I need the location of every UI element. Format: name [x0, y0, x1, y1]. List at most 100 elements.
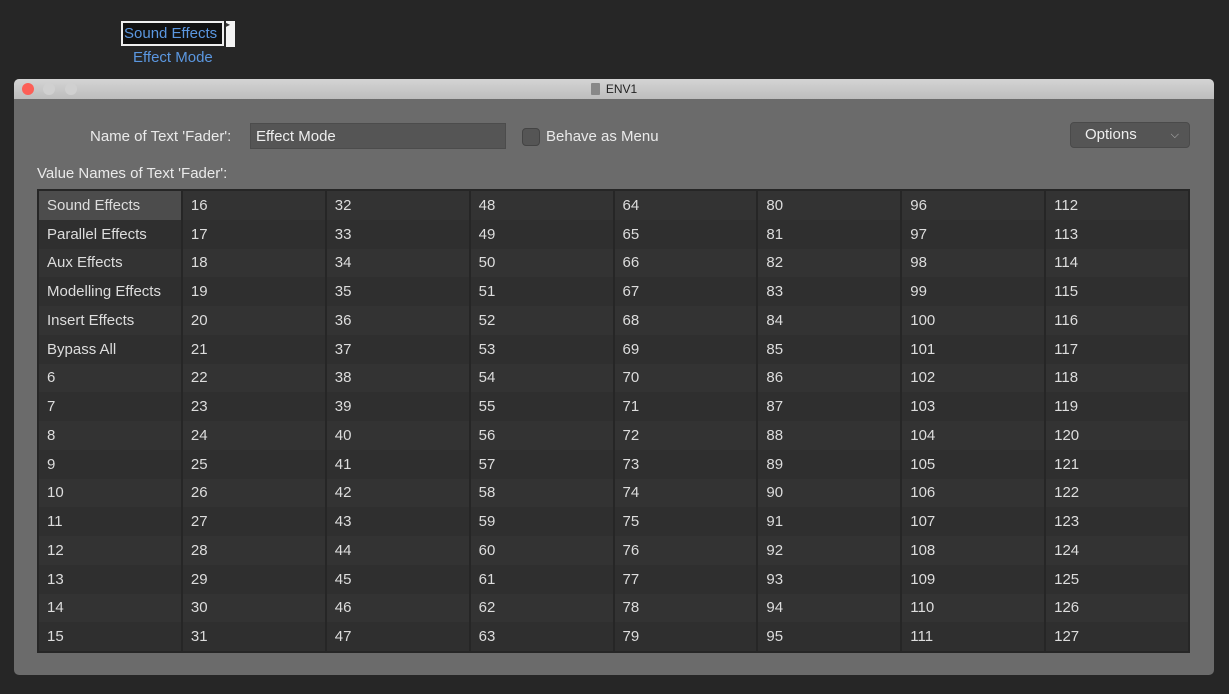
- value-name-cell[interactable]: 37: [326, 334, 469, 364]
- value-name-cell[interactable]: 24: [182, 421, 325, 450]
- value-name-cell[interactable]: Sound Effects: [39, 191, 181, 220]
- value-name-cell[interactable]: 17: [182, 219, 325, 249]
- value-name-cell[interactable]: 97: [902, 219, 1045, 249]
- value-name-cell[interactable]: 126: [1046, 593, 1188, 623]
- value-name-cell[interactable]: 47: [326, 622, 469, 651]
- value-name-cell[interactable]: 85: [758, 334, 901, 364]
- value-name-cell[interactable]: 107: [902, 507, 1045, 536]
- value-name-cell[interactable]: 92: [758, 536, 901, 565]
- value-name-cell[interactable]: 21: [182, 334, 325, 364]
- value-name-cell[interactable]: 35: [326, 277, 469, 306]
- value-name-cell[interactable]: 124: [1046, 536, 1188, 565]
- value-name-cell[interactable]: 45: [326, 564, 469, 594]
- value-name-cell[interactable]: 63: [470, 622, 613, 651]
- value-name-cell[interactable]: 84: [758, 306, 901, 335]
- value-name-cell[interactable]: 14: [39, 593, 181, 623]
- value-name-cell[interactable]: 80: [758, 191, 901, 220]
- value-name-cell[interactable]: 70: [614, 363, 757, 393]
- value-name-cell[interactable]: 9: [39, 449, 181, 479]
- value-name-cell[interactable]: 12: [39, 536, 181, 565]
- value-name-cell[interactable]: 89: [758, 449, 901, 479]
- value-name-cell[interactable]: 18: [182, 248, 325, 278]
- value-name-cell[interactable]: 94: [758, 593, 901, 623]
- value-name-cell[interactable]: 66: [614, 248, 757, 278]
- value-name-cell[interactable]: 15: [39, 622, 181, 651]
- value-name-cell[interactable]: 83: [758, 277, 901, 306]
- value-name-cell[interactable]: 90: [758, 478, 901, 508]
- value-name-cell[interactable]: 69: [614, 334, 757, 364]
- value-name-cell[interactable]: 114: [1046, 248, 1188, 278]
- value-name-cell[interactable]: 116: [1046, 306, 1188, 335]
- value-name-cell[interactable]: 72: [614, 421, 757, 450]
- value-name-cell[interactable]: 49: [470, 219, 613, 249]
- value-name-cell[interactable]: 31: [182, 622, 325, 651]
- value-name-cell[interactable]: 51: [470, 277, 613, 306]
- value-name-cell[interactable]: 99: [902, 277, 1045, 306]
- disclosure-triangle-icon[interactable]: ▸: [226, 21, 235, 47]
- value-name-cell[interactable]: 23: [182, 392, 325, 421]
- value-name-cell[interactable]: 77: [614, 564, 757, 594]
- value-name-cell[interactable]: 118: [1046, 363, 1188, 393]
- value-name-cell[interactable]: 81: [758, 219, 901, 249]
- value-name-cell[interactable]: 102: [902, 363, 1045, 393]
- value-name-cell[interactable]: 103: [902, 392, 1045, 421]
- value-name-cell[interactable]: 86: [758, 363, 901, 393]
- value-name-cell[interactable]: 56: [470, 421, 613, 450]
- value-name-cell[interactable]: 8: [39, 421, 181, 450]
- value-name-cell[interactable]: 62: [470, 593, 613, 623]
- value-name-cell[interactable]: 104: [902, 421, 1045, 450]
- value-name-cell[interactable]: 25: [182, 449, 325, 479]
- name-input[interactable]: [250, 123, 506, 149]
- zoom-button[interactable]: [65, 83, 77, 95]
- value-name-cell[interactable]: 54: [470, 363, 613, 393]
- value-name-cell[interactable]: 13: [39, 564, 181, 594]
- value-name-cell[interactable]: 82: [758, 248, 901, 278]
- value-name-cell[interactable]: 112: [1046, 191, 1188, 220]
- value-name-cell[interactable]: 36: [326, 306, 469, 335]
- value-name-cell[interactable]: Modelling Effects: [39, 277, 181, 306]
- value-name-cell[interactable]: 60: [470, 536, 613, 565]
- value-name-cell[interactable]: 87: [758, 392, 901, 421]
- value-name-cell[interactable]: 121: [1046, 449, 1188, 479]
- value-name-cell[interactable]: 98: [902, 248, 1045, 278]
- value-name-cell[interactable]: 117: [1046, 334, 1188, 364]
- value-name-cell[interactable]: 43: [326, 507, 469, 536]
- value-name-cell[interactable]: Parallel Effects: [39, 219, 181, 249]
- value-name-cell[interactable]: 125: [1046, 564, 1188, 594]
- value-name-cell[interactable]: 40: [326, 421, 469, 450]
- value-name-cell[interactable]: Insert Effects: [39, 306, 181, 335]
- value-name-cell[interactable]: 108: [902, 536, 1045, 565]
- value-name-cell[interactable]: 53: [470, 334, 613, 364]
- value-name-cell[interactable]: 74: [614, 478, 757, 508]
- value-name-cell[interactable]: 100: [902, 306, 1045, 335]
- value-name-cell[interactable]: 71: [614, 392, 757, 421]
- value-name-cell[interactable]: 29: [182, 564, 325, 594]
- value-name-cell[interactable]: 111: [902, 622, 1045, 651]
- value-name-cell[interactable]: 73: [614, 449, 757, 479]
- value-name-cell[interactable]: 88: [758, 421, 901, 450]
- value-name-cell[interactable]: 59: [470, 507, 613, 536]
- value-name-cell[interactable]: 41: [326, 449, 469, 479]
- behave-as-menu-label[interactable]: Behave as Menu: [546, 128, 659, 145]
- value-name-cell[interactable]: 22: [182, 363, 325, 393]
- value-name-cell[interactable]: 19: [182, 277, 325, 306]
- value-name-cell[interactable]: 109: [902, 564, 1045, 594]
- text-fader-value[interactable]: Sound Effects: [121, 21, 224, 46]
- value-name-cell[interactable]: 48: [470, 191, 613, 220]
- value-name-cell[interactable]: Bypass All: [39, 334, 181, 364]
- value-name-cell[interactable]: 52: [470, 306, 613, 335]
- value-name-cell[interactable]: 33: [326, 219, 469, 249]
- value-name-cell[interactable]: 38: [326, 363, 469, 393]
- value-name-cell[interactable]: 16: [182, 191, 325, 220]
- value-name-cell[interactable]: 55: [470, 392, 613, 421]
- value-name-cell[interactable]: 67: [614, 277, 757, 306]
- value-name-cell[interactable]: 105: [902, 449, 1045, 479]
- value-name-cell[interactable]: Aux Effects: [39, 248, 181, 278]
- value-name-cell[interactable]: 20: [182, 306, 325, 335]
- value-name-cell[interactable]: 101: [902, 334, 1045, 364]
- value-name-cell[interactable]: 91: [758, 507, 901, 536]
- value-name-cell[interactable]: 27: [182, 507, 325, 536]
- value-name-cell[interactable]: 50: [470, 248, 613, 278]
- value-name-cell[interactable]: 28: [182, 536, 325, 565]
- value-name-cell[interactable]: 75: [614, 507, 757, 536]
